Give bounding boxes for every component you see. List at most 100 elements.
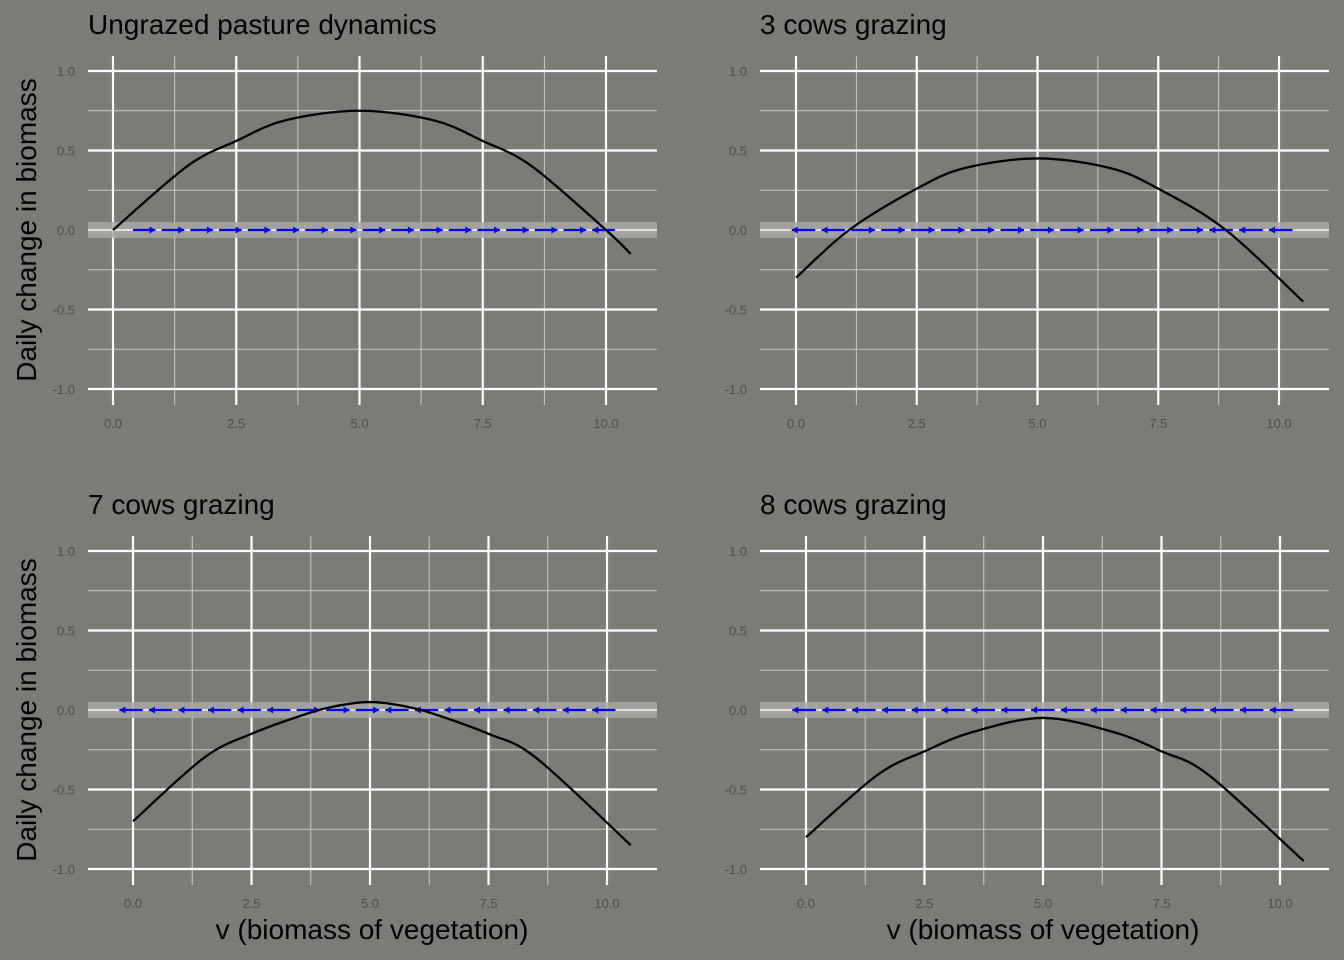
flow-arrowhead [321, 226, 328, 234]
flow-segment [1090, 706, 1115, 714]
flow-arrowhead [350, 226, 357, 234]
flow-arrowhead [379, 226, 386, 234]
flow-arrows [792, 706, 1294, 714]
x-axis-title-right: v (biomass of vegetation) [887, 914, 1200, 945]
flow-arrowhead [1031, 706, 1038, 714]
x-tick-label: 5.0 [1034, 896, 1052, 911]
flow-arrowhead [592, 706, 599, 714]
flow-segment [503, 706, 527, 714]
flow-arrowhead [592, 226, 599, 234]
flow-arrowhead [898, 226, 905, 234]
flow-segment [391, 226, 414, 234]
flow-arrowhead [928, 226, 935, 234]
flow-segment [1239, 226, 1263, 234]
y-tick-label: -0.5 [725, 303, 747, 318]
flow-segment [385, 706, 409, 714]
flow-arrowhead [407, 226, 414, 234]
flow-segment [1031, 706, 1055, 714]
panel-title: 7 cows grazing [88, 489, 275, 520]
y-tick-label: 0.0 [57, 223, 75, 238]
x-tick-label: 7.5 [1149, 416, 1167, 431]
y-tick-label: -0.5 [53, 303, 75, 318]
panel-8-cows: 8 cows grazing 0.0 2.5 5.0 7.5 10.0 1.0 0.5 0.0… [725, 489, 1329, 911]
flow-arrowhead [551, 226, 558, 234]
flow-segment [881, 706, 906, 714]
x-tick-label: 2.5 [908, 416, 926, 431]
flow-arrowhead [206, 226, 213, 234]
flow-arrowhead [792, 706, 799, 714]
flow-segment [247, 226, 271, 234]
flow-arrowhead [1120, 706, 1127, 714]
y-axis-title-bottom: Daily change in biomass [11, 558, 42, 862]
flow-arrowhead [580, 226, 587, 234]
flow-segment [1060, 706, 1085, 714]
flow-arrows [791, 226, 1293, 234]
x-tick-label: 5.0 [361, 896, 379, 911]
x-tick-label: 2.5 [227, 416, 245, 431]
flow-arrowhead [821, 226, 828, 234]
growth-curve [132, 700, 632, 846]
flow-arrowhead [444, 706, 451, 714]
y-tick-label: 0.0 [57, 703, 75, 718]
flow-segment [219, 226, 242, 234]
flow-segment [208, 706, 232, 714]
flow-arrowhead [791, 226, 798, 234]
flow-arrowhead [1150, 706, 1157, 714]
flow-arrowhead [293, 226, 300, 234]
flow-segment [1269, 706, 1294, 714]
panel-title: 8 cows grazing [760, 489, 947, 520]
y-tick-label: 0.0 [729, 703, 747, 718]
y-axis-title-top: Daily change in biomass [11, 78, 42, 382]
flow-segment [1120, 706, 1145, 714]
flow-segment [362, 226, 386, 234]
flow-segment [1090, 226, 1114, 234]
panel-3-cows: 3 cows grazing 0.0 2.5 5.0 7.5 10.0 1.0 0.5 0.0… [725, 9, 1329, 431]
flow-segment [1239, 706, 1264, 714]
flow-arrowhead [958, 226, 965, 234]
flow-arrowhead [494, 226, 501, 234]
flow-segment [1210, 706, 1234, 714]
flow-arrowhead [1180, 706, 1187, 714]
flow-segment [161, 226, 185, 234]
x-tick-label: 2.5 [915, 896, 933, 911]
flow-segment [592, 706, 616, 714]
flow-arrows [132, 226, 615, 234]
y-tick-label: -0.5 [725, 783, 747, 798]
flow-arrowhead [533, 706, 540, 714]
y-tick-label: -1.0 [725, 862, 747, 877]
flow-segment [333, 226, 357, 234]
flow-arrowhead [148, 706, 155, 714]
flow-segment [941, 706, 966, 714]
flow-segment [305, 226, 328, 234]
flow-arrowhead [988, 226, 995, 234]
flow-segment [474, 706, 498, 714]
flow-arrowhead [868, 226, 875, 234]
flow-segment [911, 226, 935, 234]
flow-segment [821, 226, 846, 234]
flow-segment [1179, 226, 1203, 234]
panel-ungrazed: Ungrazed pasture dynamics 0.0 2.5 5.0 7.5 10… [53, 9, 657, 431]
flow-arrowhead [1047, 226, 1054, 234]
flow-segment [534, 226, 558, 234]
y-tick-label: 1.0 [729, 64, 747, 79]
flow-segment [326, 706, 350, 714]
x-tick-label: 0.0 [787, 416, 805, 431]
flow-arrowhead [1196, 226, 1203, 234]
flow-arrowhead [1060, 706, 1067, 714]
flow-arrowhead [149, 226, 156, 234]
flow-arrowhead [119, 706, 126, 714]
flow-arrowhead [474, 706, 481, 714]
flow-arrowhead [385, 706, 392, 714]
flow-arrowhead [343, 706, 350, 714]
flow-arrowhead [503, 706, 510, 714]
flow-segment [533, 706, 557, 714]
flow-segment [444, 706, 468, 714]
x-tick-label: 0.0 [797, 896, 815, 911]
y-tick-label: -0.5 [53, 783, 75, 798]
flow-arrowhead [971, 706, 978, 714]
flow-segment [563, 226, 587, 234]
x-axis-title-left: v (biomass of vegetation) [216, 914, 529, 945]
flow-arrowhead [465, 226, 472, 234]
flow-segment [911, 706, 936, 714]
